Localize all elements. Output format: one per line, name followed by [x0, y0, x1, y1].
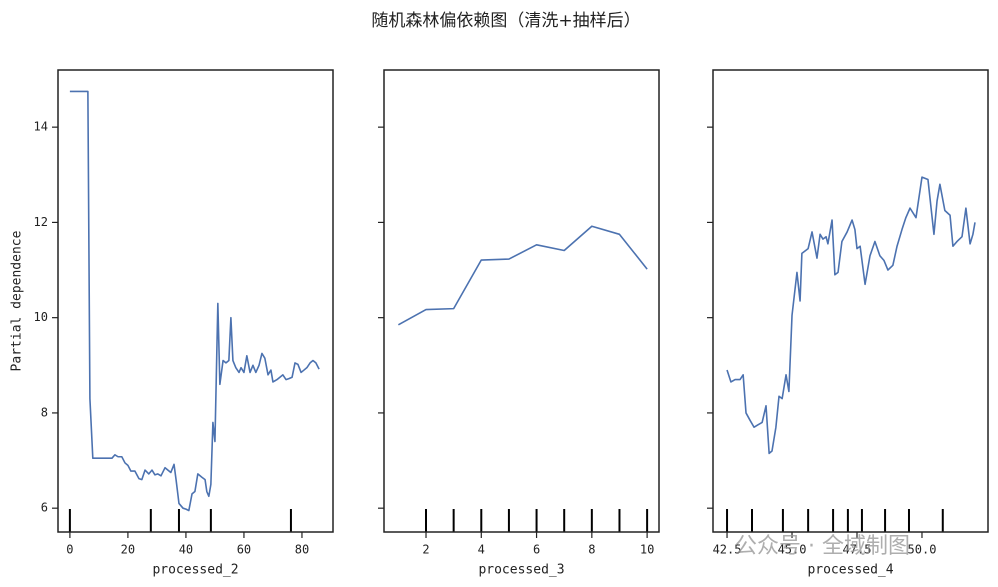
y-tick-label: 14 — [34, 120, 48, 134]
x-tick-label: 4 — [478, 543, 485, 557]
y-tick-label: 8 — [41, 405, 48, 419]
x-axis-label: processed_3 — [478, 563, 564, 578]
x-tick-label: 10 — [640, 543, 654, 557]
x-axis-label: processed_4 — [807, 563, 893, 578]
x-tick-label: 0 — [66, 543, 73, 557]
x-tick-label: 6 — [533, 543, 540, 557]
data-line — [69, 90, 320, 512]
y-tick-label: 10 — [34, 310, 48, 324]
y-tick-label: 6 — [41, 501, 48, 515]
data-line — [726, 176, 976, 455]
x-tick-label: 42.5 — [713, 543, 742, 557]
x-tick-label: 45.0 — [778, 543, 807, 557]
x-tick-label: 20 — [121, 543, 135, 557]
x-tick-label: 47.5 — [843, 543, 872, 557]
x-tick-label: 2 — [422, 543, 429, 557]
x-tick-label: 40 — [179, 543, 193, 557]
plot-frame — [383, 69, 660, 533]
x-axis-label: processed_2 — [152, 563, 238, 578]
plot-frame — [712, 69, 989, 533]
watermark: 公众号 · 全域制图 — [735, 534, 910, 559]
x-tick-label: 80 — [295, 543, 309, 557]
data-line — [397, 225, 648, 326]
plot-frame — [57, 69, 334, 533]
y-tick-label: 12 — [34, 215, 48, 229]
y-axis-label: Partial dependence — [10, 230, 25, 371]
chart-title: 随机森林偏依赖图（清洗+抽样后） — [371, 11, 640, 31]
x-tick-label: 8 — [588, 543, 595, 557]
x-tick-label: 60 — [237, 543, 251, 557]
x-tick-label: 50.0 — [908, 543, 937, 557]
